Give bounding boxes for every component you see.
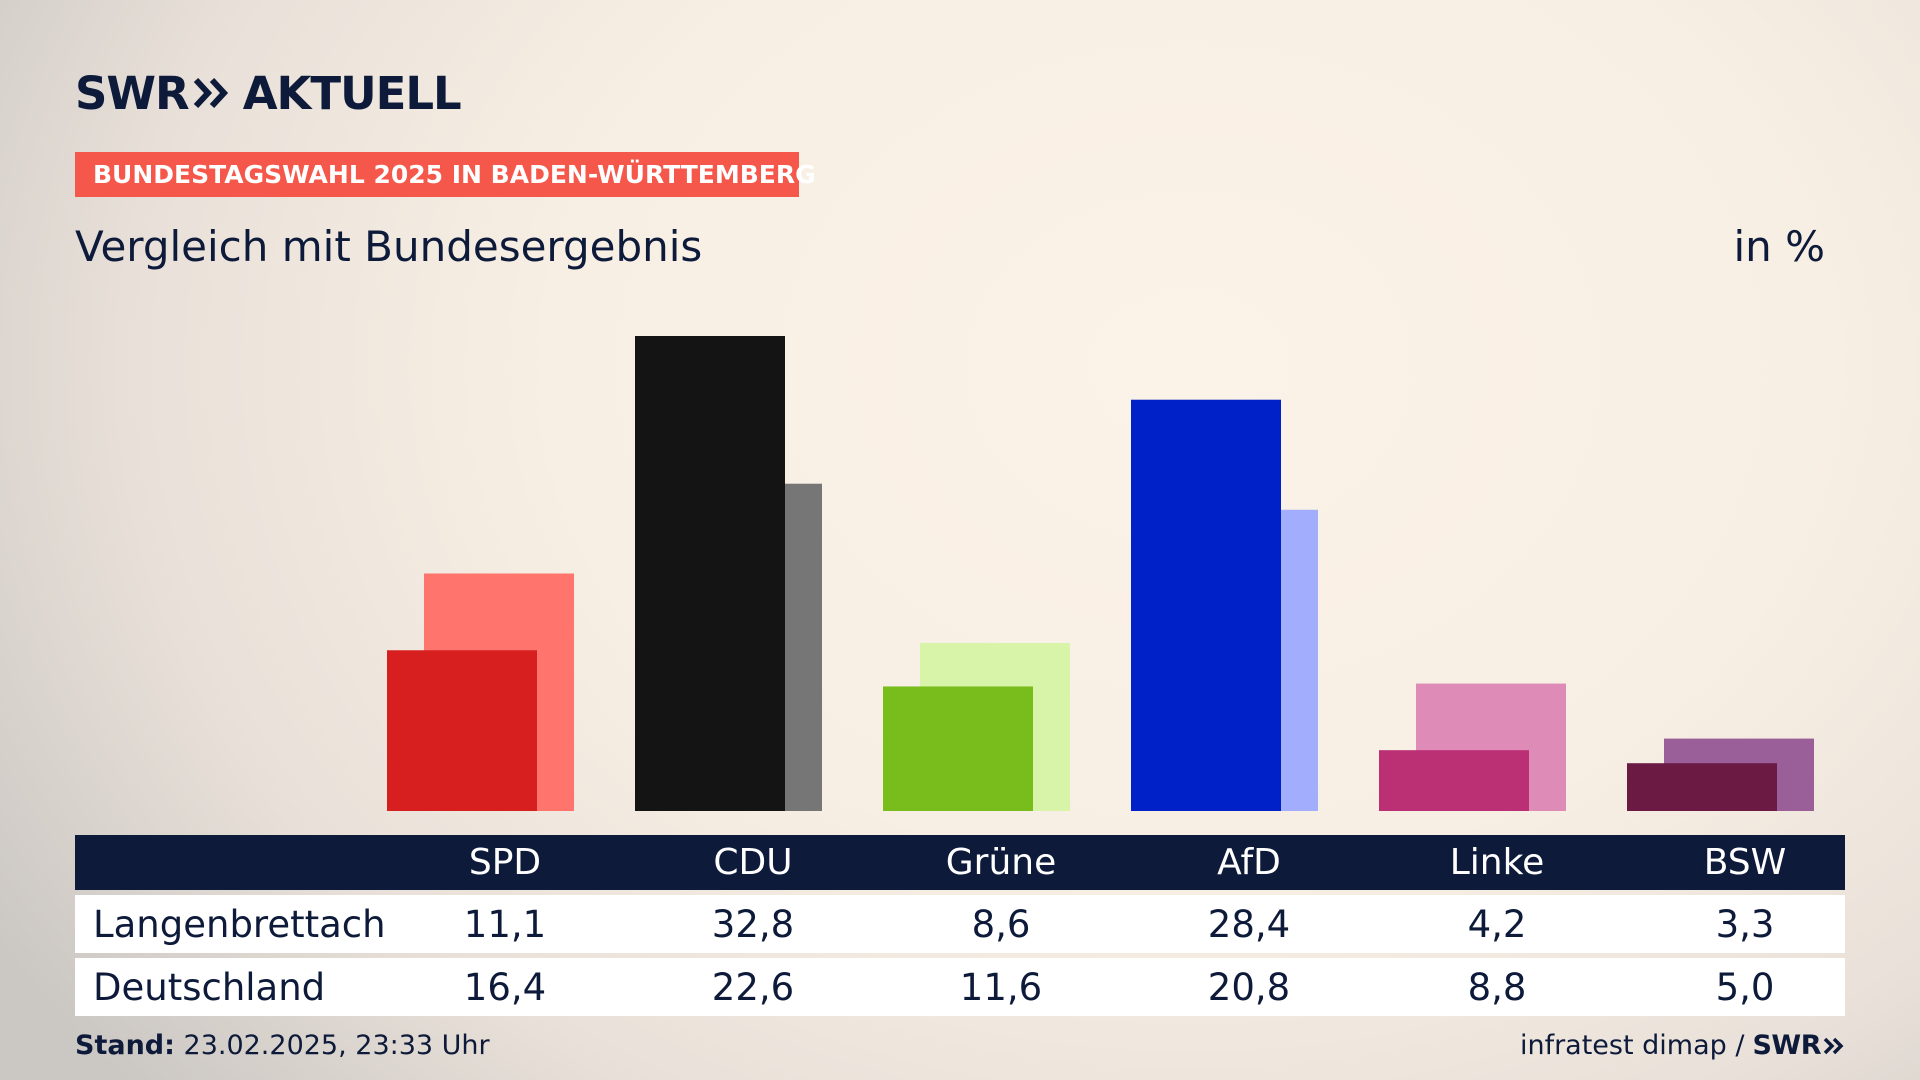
bar-langenbrettach-gruene — [883, 686, 1033, 811]
bar-chart — [387, 336, 1814, 811]
row-label-local: Langenbrettach — [93, 902, 386, 946]
cell-national-afd: 20,8 — [1207, 965, 1291, 1009]
stand-value: 23.02.2025, 23:33 Uhr — [183, 1030, 490, 1061]
bar-langenbrettach-cdu — [635, 336, 785, 811]
logo-swr-text: SWR — [75, 66, 190, 120]
timestamp: Stand: 23.02.2025, 23:33 Uhr — [75, 1030, 490, 1061]
header-afd: AfD — [1217, 842, 1281, 883]
table-row-local: Langenbrettach 11,1 32,8 8,6 28,4 4,2 3,… — [75, 895, 1845, 953]
cell-local-linke: 4,2 — [1467, 902, 1527, 946]
cell-national-spd: 16,4 — [463, 965, 547, 1009]
header-gruene: Grüne — [945, 842, 1057, 883]
chart-subtitle: Vergleich mit Bundesergebnis — [75, 222, 703, 271]
table-row-national: Deutschland 16,4 22,6 11,6 20,8 8,8 5,0 — [75, 958, 1845, 1016]
cell-local-spd: 11,1 — [463, 902, 547, 946]
header-linke: Linke — [1449, 842, 1545, 883]
cell-national-gruene: 11,6 — [959, 965, 1043, 1009]
source-chevrons-icon — [1823, 1037, 1844, 1054]
results-table: SPD CDU Grüne AfD Linke BSW Langenbretta… — [75, 835, 1845, 1016]
cell-local-cdu: 32,8 — [711, 902, 795, 946]
unit-label: in % — [1733, 222, 1825, 271]
cell-national-linke: 8,8 — [1467, 965, 1527, 1009]
election-badge: BUNDESTAGSWAHL 2025 IN BADEN-WÜRTTEMBERG — [75, 152, 816, 197]
cell-national-cdu: 22,6 — [711, 965, 795, 1009]
source-text: infratest dimap / — [1519, 1030, 1745, 1061]
logo-chevrons-icon — [193, 77, 228, 109]
cell-local-bsw: 3,3 — [1715, 902, 1775, 946]
bar-langenbrettach-bsw — [1627, 763, 1777, 811]
cell-national-bsw: 5,0 — [1715, 965, 1775, 1009]
header-spd: SPD — [468, 842, 542, 883]
header-cdu: CDU — [713, 842, 793, 883]
bar-langenbrettach-linke — [1379, 750, 1529, 811]
logo-aktuell-text: AKTUELL — [242, 66, 462, 120]
bar-langenbrettach-afd — [1131, 399, 1281, 811]
row-label-national: Deutschland — [93, 965, 326, 1009]
stand-label: Stand: — [75, 1030, 175, 1061]
cell-local-afd: 28,4 — [1207, 902, 1291, 946]
cell-local-gruene: 8,6 — [971, 902, 1031, 946]
header-bsw: BSW — [1703, 842, 1787, 883]
table-header: SPD CDU Grüne AfD Linke BSW — [75, 835, 1845, 890]
swr-aktuell-logo: SWR AKTUELL — [75, 66, 462, 120]
source-swr-logo: SWR — [1752, 1030, 1821, 1061]
source-credit: infratest dimap / SWR — [1520, 1030, 1845, 1061]
bar-langenbrettach-spd — [387, 650, 537, 811]
